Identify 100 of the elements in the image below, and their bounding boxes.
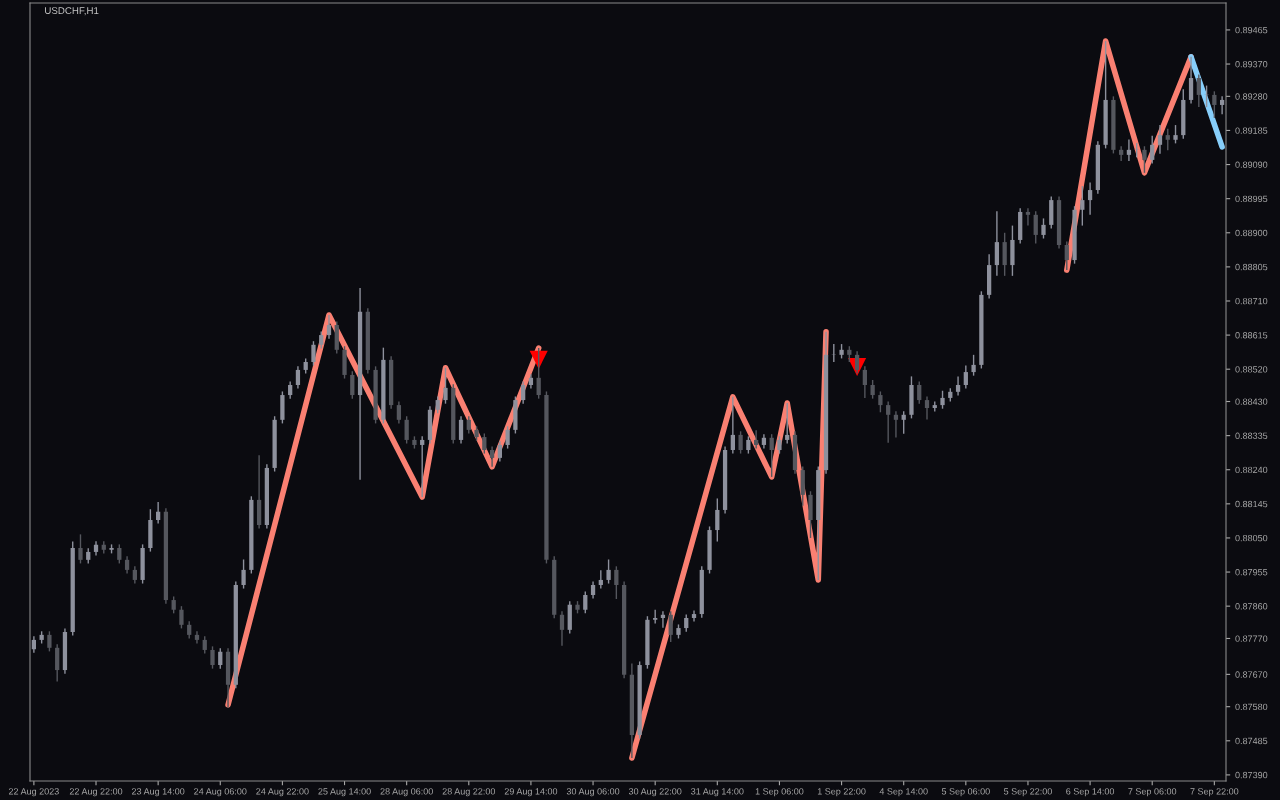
x-tick-label: 22 Aug 22:00	[69, 788, 123, 797]
x-tick-label: 30 Aug 22:00	[628, 788, 682, 797]
candlestick	[536, 347, 541, 400]
x-tick-label: 28 Aug 06:00	[380, 788, 433, 797]
candlestick	[862, 365, 868, 399]
y-tick-label: 0.88520	[1235, 366, 1268, 373]
candlestick	[924, 395, 930, 421]
x-tick-label: 7 Sep 06:00	[1128, 788, 1177, 797]
candlestick	[1165, 127, 1170, 151]
candlestick	[1150, 135, 1155, 165]
candlestick	[1033, 210, 1038, 245]
candlestick	[396, 400, 402, 425]
candlestick	[854, 350, 860, 375]
candlestick	[1041, 217, 1046, 240]
candlestick	[963, 364, 968, 390]
candlestick	[1212, 90, 1217, 119]
y-tick-label: 0.87955	[1235, 569, 1268, 576]
candlestick	[1119, 145, 1124, 162]
candlestick	[955, 375, 961, 397]
candlestick	[350, 370, 355, 400]
candlestick	[1142, 145, 1147, 174]
x-tick-label: 29 Aug 14:00	[504, 788, 558, 797]
candlestick	[1188, 56, 1194, 105]
x-tick-label: 23 Aug 14:00	[131, 788, 185, 797]
x-tick-label: 22 Aug 2023	[8, 788, 59, 797]
candlestick	[893, 410, 899, 439]
y-tick-label: 0.87860	[1235, 603, 1268, 610]
y-tick-label: 0.87580	[1235, 703, 1268, 711]
x-tick-label: 24 Aug 06:00	[194, 788, 247, 797]
y-tick-label: 0.88145	[1235, 500, 1268, 508]
candlestick	[653, 609, 658, 625]
candlestick	[1064, 240, 1069, 271]
candlestick	[505, 425, 510, 450]
y-tick-label: 0.87770	[1235, 635, 1268, 642]
candlestick	[738, 430, 743, 455]
y-tick-label: 0.89090	[1235, 161, 1268, 168]
x-tick-label: 30 Aug 06:00	[566, 788, 620, 797]
candlestick	[179, 605, 184, 630]
candlestick	[1002, 232, 1007, 277]
y-tick-label: 0.88805	[1235, 263, 1268, 271]
x-tick-label: 28 Aug 22:00	[442, 788, 496, 797]
y-tick-label: 0.88900	[1235, 229, 1268, 237]
candlestick	[754, 429, 759, 450]
candlestick	[55, 643, 60, 683]
candlestick	[1087, 181, 1093, 216]
candlestick	[404, 415, 409, 445]
candlestick	[878, 390, 883, 413]
candlestick	[443, 367, 448, 405]
candlestick	[326, 314, 332, 340]
x-tick-label: 7 Sep 22:00	[1190, 788, 1239, 797]
y-tick-label: 0.89370	[1235, 61, 1268, 68]
candlestick	[482, 432, 487, 455]
candlestick	[583, 590, 588, 615]
y-tick-label: 0.88050	[1235, 534, 1268, 542]
x-tick-label: 4 Sep 14:00	[879, 788, 928, 797]
candlestick	[917, 380, 922, 405]
candlestick	[47, 630, 52, 653]
candlestick	[78, 533, 83, 565]
candlestick	[458, 415, 464, 445]
candlestick	[117, 543, 122, 565]
candlestick	[1025, 207, 1031, 227]
candlestick	[971, 354, 976, 377]
y-tick-label: 0.87390	[1235, 771, 1268, 779]
y-tick-label: 0.88615	[1235, 332, 1268, 339]
y-tick-label: 0.89185	[1235, 127, 1268, 134]
y-tick-label: 0.89280	[1235, 93, 1268, 100]
candlestick	[614, 565, 619, 600]
candlestick	[497, 440, 502, 463]
candlestick	[1126, 138, 1132, 162]
candlestick	[769, 433, 774, 478]
y-tick-label: 0.88240	[1235, 466, 1268, 474]
candlestick	[668, 610, 673, 643]
candlestick	[598, 569, 603, 590]
candlestick	[1196, 73, 1201, 108]
candlestick	[521, 380, 526, 405]
candlestick	[785, 402, 790, 445]
candlestick	[1157, 124, 1163, 155]
candlestick	[886, 400, 891, 444]
candlestick	[489, 445, 495, 468]
chart-title: USDCHF,H1	[45, 7, 99, 16]
candlestick	[311, 340, 316, 367]
candlestick	[218, 647, 223, 670]
candlestick	[156, 501, 161, 525]
candlestick	[994, 210, 1000, 277]
candlestick	[559, 610, 565, 647]
candlestick	[1080, 185, 1085, 227]
x-tick-label: 1 Sep 06:00	[755, 788, 804, 797]
y-tick-label: 0.88995	[1235, 195, 1268, 203]
candlestick	[210, 645, 215, 670]
candlestick	[1173, 124, 1178, 145]
x-tick-label: 6 Sep 14:00	[1066, 788, 1115, 797]
y-tick-label: 0.88430	[1235, 398, 1268, 405]
y-tick-label: 0.89465	[1235, 26, 1268, 34]
candlestick	[730, 396, 735, 455]
candlestick	[420, 435, 425, 498]
y-tick-label: 0.87485	[1235, 737, 1268, 745]
candlestick	[870, 379, 875, 400]
candlestick	[295, 365, 301, 390]
x-tick-label: 5 Sep 06:00	[941, 788, 990, 797]
candlestick	[901, 410, 906, 435]
